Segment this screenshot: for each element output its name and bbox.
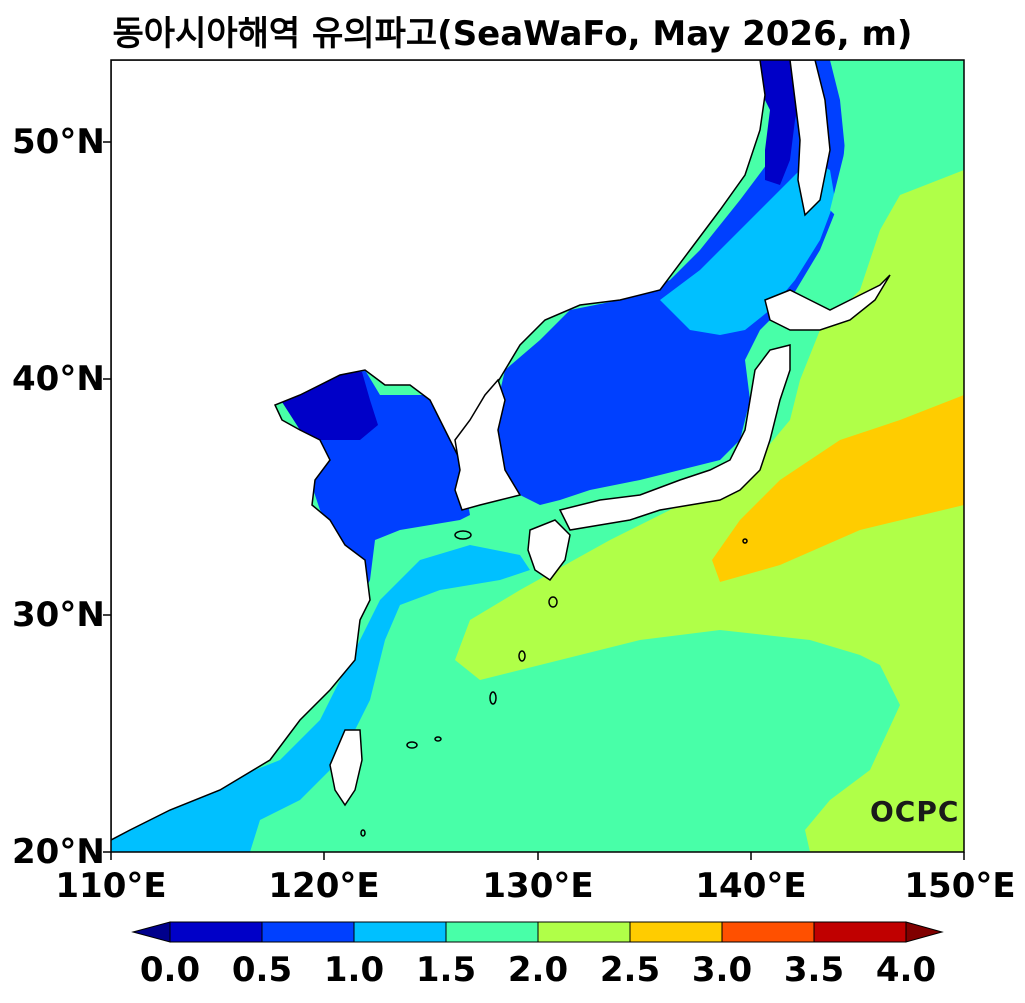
map-title: 동아시아해역 유의파고(SeaWaFo, May 2026, m)	[112, 14, 913, 54]
y-tick-label: 20°N	[12, 832, 105, 872]
axis-tick-marks	[103, 141, 965, 860]
colorbar-tick-label: 1.0	[323, 950, 385, 990]
colorbar-tick-label: 0.5	[231, 950, 293, 990]
contour-1.0-1.5-west	[111, 545, 530, 852]
land	[111, 60, 891, 841]
x-tick-label: 110°E	[55, 866, 167, 906]
land-asia-mainland	[111, 60, 766, 841]
colorbar-tick-label: 3.0	[691, 950, 753, 990]
x-tick-label: 130°E	[482, 866, 594, 906]
ocpc-logo: OCPC	[870, 795, 960, 828]
small-islands	[360, 530, 748, 837]
colorbar-bin-4	[445, 921, 539, 943]
colorbar-bin-6	[629, 921, 723, 943]
contour-0.5-1.0-east-sea	[495, 60, 845, 505]
colorbar-bin-2	[261, 921, 355, 943]
y-tick-label: 30°N	[12, 595, 105, 635]
x-tick-label: 150°E	[904, 866, 1016, 906]
contour-2.0-2.5	[455, 170, 964, 852]
colorbar-under-arrow	[131, 921, 171, 943]
colorbar-tick-label: 4.0	[875, 950, 937, 990]
colorbar-bin-3	[353, 921, 447, 943]
colorbar	[131, 921, 944, 943]
x-tick-label: 140°E	[695, 866, 807, 906]
land-kyushu	[527, 519, 571, 582]
colorbar-bin-7	[721, 921, 815, 943]
colorbar-tick-label: 2.5	[599, 950, 661, 990]
land-taiwan	[329, 729, 363, 807]
land-korea	[454, 378, 522, 511]
land-sakhalin	[789, 60, 831, 217]
land-hokkaido	[764, 274, 891, 331]
colorbar-tick-label: 0.0	[139, 950, 201, 990]
colorbar-bin-1	[169, 921, 263, 943]
colorbar-bin-5	[537, 921, 631, 943]
x-tick-label: 120°E	[268, 866, 380, 906]
y-tick-label: 40°N	[12, 359, 105, 399]
contour-2.5-3.0	[712, 395, 964, 582]
y-tick-label: 50°N	[12, 122, 105, 162]
colorbar-tick-label: 1.5	[415, 950, 477, 990]
colorbar-bin-8	[813, 921, 907, 943]
colorbar-tick-label: 3.5	[783, 950, 845, 990]
land-honshu	[558, 344, 791, 531]
colorbar-tick-label: 2.0	[507, 950, 569, 990]
contour-1.0-1.5-east-sea	[660, 160, 835, 335]
colorbar-over-arrow	[905, 921, 944, 943]
contour-1.5-2.0-okhotsk	[830, 60, 964, 230]
